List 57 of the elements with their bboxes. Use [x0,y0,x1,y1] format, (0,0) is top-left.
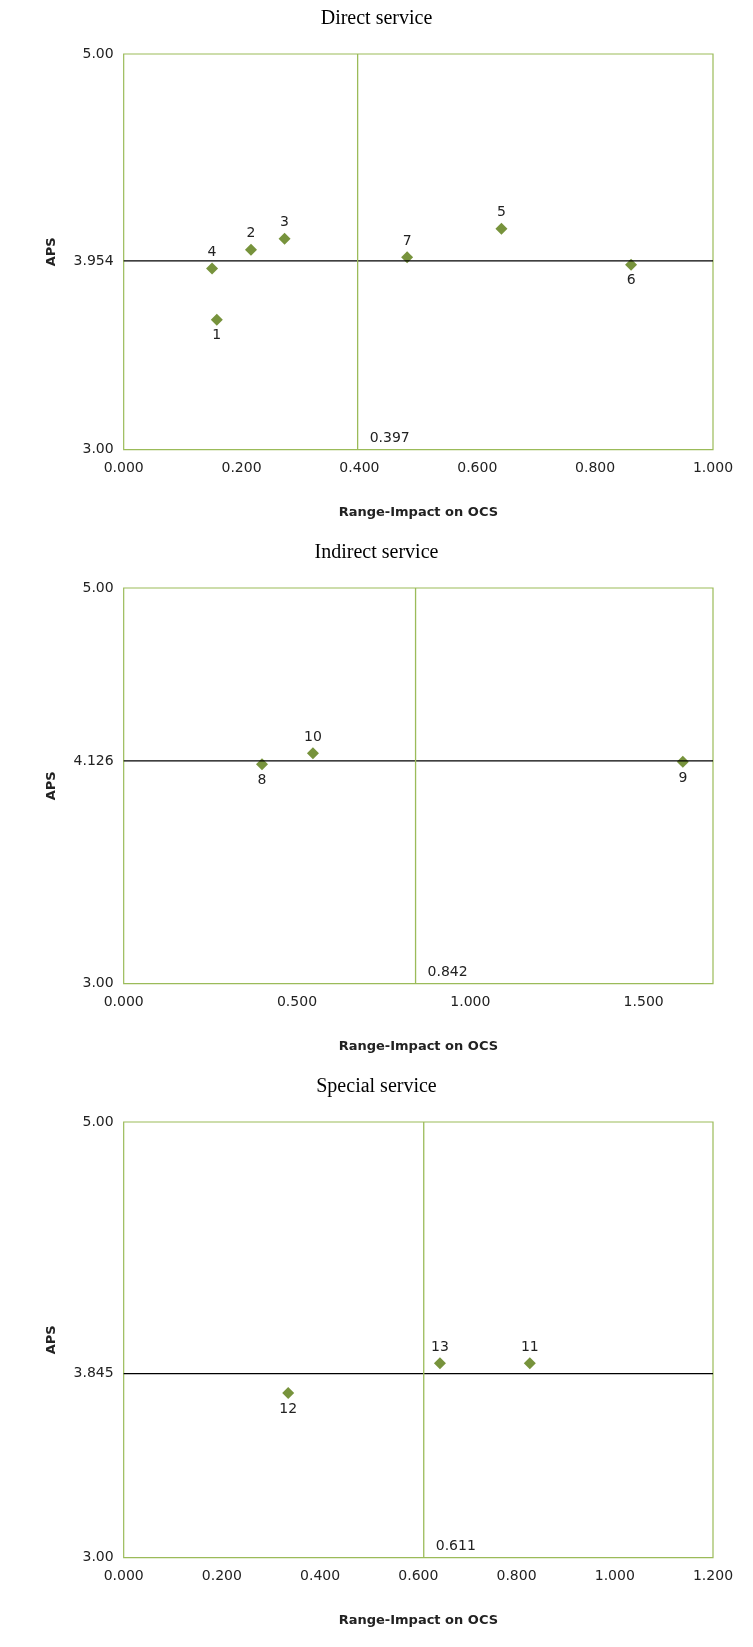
annotation: 4 [207,243,217,260]
annotation: 2 [246,224,256,241]
annotation: 10 [304,728,322,744]
point [495,222,508,235]
x-tick-label: 0.800 [496,1566,537,1583]
x-tick-label: 0.600 [457,458,498,475]
y-tick-label: 4.126 [73,751,114,768]
x-tick-label: 0.200 [221,458,262,475]
chart-title: Direct service [319,5,434,30]
y-tick-label: 5.00 [82,1112,114,1129]
x-tick-label: 0.200 [201,1566,242,1583]
chart-title: Special service [315,1073,438,1099]
annotation: 5 [496,203,506,220]
y-tick-label: 3.00 [82,1548,114,1565]
annotation: 12 [279,1399,298,1416]
x-tick-label: 0.600 [398,1566,439,1583]
y-tick-label: 3.954 [73,251,114,268]
y-tick-label: 3.845 [73,1364,114,1381]
annotation: 13 [431,1337,449,1354]
x-tick-label: 1.500 [623,992,664,1009]
point [278,232,291,245]
annotation: 9 [678,768,688,785]
ref-line-label: 0.842 [427,963,468,980]
annotation: 8 [257,770,267,787]
x-tick-label: 1.000 [450,992,491,1009]
x-axis-title: Range-Impact on OCS [338,1611,499,1627]
y-axis-title: APS [43,1325,59,1355]
x-tick-label: 0.500 [276,992,318,1009]
point [244,243,257,256]
y-tick-label: 3.00 [82,440,114,457]
y-axis-title: APS [43,237,59,267]
y-tick-label: 5.00 [82,44,114,61]
chart-title: Indirect service [313,539,440,564]
y-tick-label: 3.00 [82,974,114,991]
annotation: 11 [520,1337,539,1354]
annotation: 1 [212,326,222,343]
ref-line-label: 0.397 [369,429,410,446]
y-axis-title: APS [43,771,59,801]
annotation: 6 [626,271,636,288]
x-axis-title: Range-Impact on OCS [338,1037,499,1053]
x-tick-label: 1.000 [594,1566,635,1583]
point [206,262,219,275]
x-tick-label: 0.000 [103,458,144,475]
y-tick-label: 5.00 [82,578,114,595]
x-tick-label: 0.000 [103,1566,144,1583]
point [210,313,223,326]
annotation: 3 [280,213,290,230]
ref-line-label: 0.611 [435,1537,476,1554]
x-tick-label: 0.000 [103,992,144,1009]
x-tick-label: 0.400 [339,458,380,475]
x-axis-title: Range-Impact on OCS [338,503,499,519]
point [306,747,319,760]
x-tick-label: 0.400 [300,1566,341,1583]
x-tick-label: 1.000 [692,458,734,475]
x-tick-label: 0.800 [575,458,616,475]
annotation: 7 [402,231,412,248]
x-tick-label: 1.200 [692,1566,734,1583]
